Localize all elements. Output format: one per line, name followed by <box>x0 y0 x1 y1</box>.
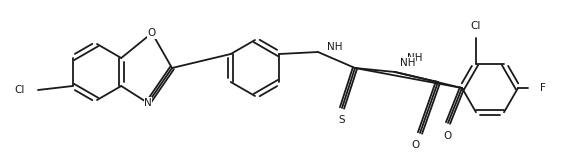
Text: N: N <box>144 98 152 108</box>
Text: NH: NH <box>400 58 415 68</box>
Text: F: F <box>540 83 546 93</box>
Text: Cl: Cl <box>471 21 481 31</box>
Text: O: O <box>148 28 156 38</box>
Text: Cl: Cl <box>15 85 25 95</box>
Text: NH: NH <box>407 53 423 63</box>
Text: S: S <box>339 115 345 125</box>
Text: O: O <box>444 131 452 141</box>
Text: O: O <box>412 140 420 150</box>
Text: NH: NH <box>327 42 342 52</box>
